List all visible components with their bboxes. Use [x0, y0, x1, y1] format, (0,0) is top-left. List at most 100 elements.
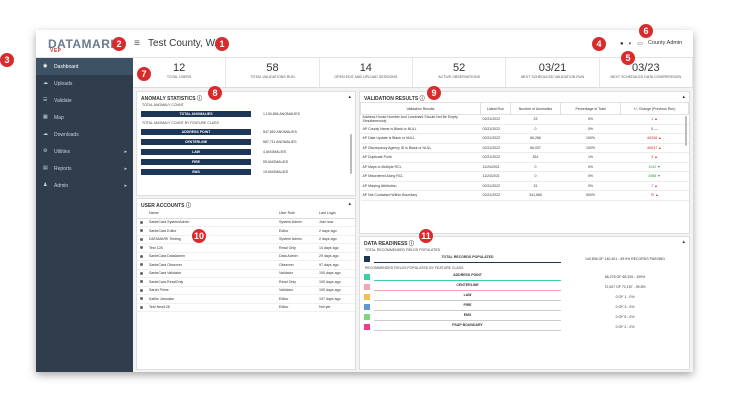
last-login-cell: 2 days ago [316, 226, 355, 236]
percentage: 0% [560, 162, 621, 172]
column-header[interactable]: User Role [276, 209, 316, 219]
anomaly-class-row: LAW 4 ANOMALIES [141, 148, 351, 156]
table-row[interactable]: Test 128 Read Only 14 days ago [137, 243, 355, 253]
menu-icon[interactable]: ≡ [134, 38, 140, 49]
last-login-cell: 2 days ago [316, 235, 355, 244]
user-role-cell: Observer [276, 260, 316, 270]
info-icon[interactable]: ⓘ [196, 96, 202, 102]
user-name-cell: Kaitlin Jamoske [146, 294, 276, 304]
collapse-icon[interactable]: ▴ [682, 239, 685, 245]
table-row[interactable]: AP Missing Attribution 02/21/2022 31 0% … [360, 181, 689, 191]
scrollbar[interactable] [685, 116, 687, 146]
stat-active-observations: 52 ACTIVE OBSERVATIONS [413, 58, 507, 87]
anomaly-count: 23 [510, 114, 561, 125]
sidebar-item-uploads[interactable]: ☁ Uploads [43, 80, 73, 87]
help-icon[interactable]: ● [620, 41, 624, 47]
table-row[interactable]: SanteCara ReadOnly Read Only 100 days ag… [137, 277, 355, 287]
table-row[interactable]: AP Duplicate Point 02/21/2022 531 1% 3 ▲ [360, 152, 689, 163]
callout-marker: 7 [137, 67, 151, 81]
readiness-bar: FIRE [374, 303, 561, 311]
user-name-cell: SanteCara SystemAdmin [146, 218, 276, 227]
validation-name: AP County Name is Blank or NULL [360, 124, 481, 134]
user-role-cell: System Admin [276, 218, 316, 227]
sidebar-item-validate[interactable]: ☰ Validate [43, 97, 72, 104]
info-icon[interactable]: ⓘ [419, 96, 425, 102]
table-row[interactable]: SanteCara Validator Validator 100 days a… [137, 269, 355, 278]
anomaly-statistics-panel: ANOMALY STATISTICS ⓘ ▴ TOTAL ANOMALY COUN… [136, 91, 356, 196]
change: 1042 ▼ [620, 162, 689, 172]
user-role-cell: System Admin [276, 235, 316, 244]
anomaly-count: 341,565 [510, 190, 561, 201]
table-row[interactable]: SanteCara DataAdmin Data Admin 29 days a… [137, 252, 355, 261]
table-row[interactable]: AP Discrepancy Agency ID is Blank or NUL… [360, 143, 689, 153]
sidebar-item-downloads[interactable]: ☁ Downloads [43, 131, 79, 138]
user-icon [140, 237, 143, 241]
table-row[interactable]: AP Misordered Along RCL 11/24/2021 0 0% … [360, 171, 689, 182]
column-header[interactable]: Latest Run [480, 102, 511, 115]
table-row[interactable]: AP Not Contained Within Boundary 02/21/2… [360, 190, 689, 201]
table-row[interactable]: SanteCara Observer Observer 97 days ago [137, 260, 355, 270]
validation-name: AP Duplicate Point [360, 152, 481, 163]
callout-marker: 11 [419, 229, 433, 243]
sidebar-item-utilities[interactable]: ⚙ Utilities ▸ [43, 148, 127, 155]
sidebar-item-reports[interactable]: ▤ Reports ▸ [43, 165, 127, 172]
table-row[interactable]: AP County Name is Blank or NULL 02/21/20… [360, 124, 689, 134]
user-role-cell: Validator [276, 269, 316, 278]
table-row[interactable]: AP Maps to Multiple RCL 11/24/2021 0 0% … [360, 162, 689, 172]
user-name-cell: Test 128 [146, 243, 276, 253]
trend-icon: ▲ [654, 183, 658, 188]
column-header[interactable]: Percentage of Total [560, 102, 621, 115]
column-header[interactable]: Number of Anomalies [510, 102, 561, 115]
user-name-cell: SanteCara Observer [146, 260, 276, 270]
info-icon[interactable]: ⓘ [185, 203, 191, 209]
county-title: Test County, WA [148, 38, 222, 49]
anomaly-count: 31 [510, 181, 561, 191]
table-row[interactable]: Test New128 Editor Not yet [137, 303, 355, 312]
table-row[interactable]: SanteCara Editor Editor 2 days ago [137, 226, 355, 236]
readiness-by-class-label: RECOMMENDED FIELDS POPULATED BY FEATURE … [365, 266, 464, 270]
column-header[interactable]: Validation Results [360, 102, 481, 115]
last-login-cell: 29 days ago [316, 252, 355, 261]
collapse-icon[interactable]: ▴ [682, 94, 685, 100]
readiness-value: 0 OF 5 - 0% [615, 315, 635, 319]
column-header[interactable]: Last Login [316, 209, 355, 219]
user-name[interactable]: County Admin [648, 40, 683, 46]
user-role-cell: Read Only [276, 277, 316, 287]
stat-open-sessions: 14 OPEN EDIT AND UPLOAD SESSIONS [320, 58, 413, 87]
table-row[interactable]: AP Date Update is Blank or NULL 02/21/20… [360, 133, 689, 144]
scrollbar[interactable] [350, 134, 352, 174]
anomaly-class-row: FIRE 55 ANOMALIES [141, 158, 351, 166]
percentage: 0% [560, 124, 621, 134]
table-row[interactable]: DATAMARK Testing System Admin 2 days ago [137, 235, 355, 244]
stats-strip: 12 TOTAL USERS 58 TOTAL VALIDATIONS RUN 14… [133, 58, 693, 88]
info-icon[interactable]: ⓘ [408, 241, 414, 247]
total-anomaly-label: TOTAL ANOMALY COUNT [142, 103, 184, 107]
sidebar-item-map[interactable]: ▦ Map [43, 114, 64, 121]
datamark-logo[interactable]: DATAMARK VEP [48, 37, 120, 54]
readiness-value: 0 OF 2 - 0% [615, 325, 635, 329]
user-icon [140, 229, 143, 233]
user-card-icon[interactable]: ▭ [637, 41, 643, 47]
table-row[interactable]: SanteCara SystemAdmin System Admin Just … [137, 218, 355, 227]
validation-name: Address House Number And Landmark Should… [360, 114, 481, 125]
table-row[interactable]: Kaitlin Jamoske Editor 197 days ago [137, 294, 355, 304]
table-row[interactable]: Sarah Pirine Validator 100 days ago [137, 286, 355, 295]
user-icon [140, 297, 143, 301]
collapse-icon[interactable]: ▴ [348, 201, 351, 207]
collapse-icon[interactable]: ▴ [348, 94, 351, 100]
validate-icon: ☰ [43, 97, 48, 103]
readiness-row: PSAP BOUNDARY 0 OF 2 - 0% [364, 323, 685, 331]
settings-icon[interactable]: ◐ [628, 41, 633, 47]
user-accounts-table: Name User Role Last Login SanteCara Syst… [137, 209, 355, 312]
sidebar-item-admin[interactable]: ♟ Admin ▸ [43, 182, 127, 189]
validation-name: AP Discrepancy Agency ID is Blank or NUL… [360, 143, 481, 153]
stat-next-compression: 03/23 NEXT SCHEDULED DATA COMPRESSION [600, 58, 693, 87]
readiness-row: FIRE 0 OF 3 - 0% [364, 303, 685, 311]
sidebar-item-dashboard[interactable]: ◉ Dashboard [36, 58, 133, 75]
user-role-cell: Editor [276, 226, 316, 236]
callout-marker: 2 [112, 37, 126, 51]
column-header[interactable]: +/- Change (Previous Run) [620, 102, 689, 115]
trend-icon: ▼ [657, 174, 661, 179]
table-row[interactable]: Address House Number And Landmark Should… [360, 114, 689, 125]
column-header[interactable]: Name [146, 209, 276, 219]
